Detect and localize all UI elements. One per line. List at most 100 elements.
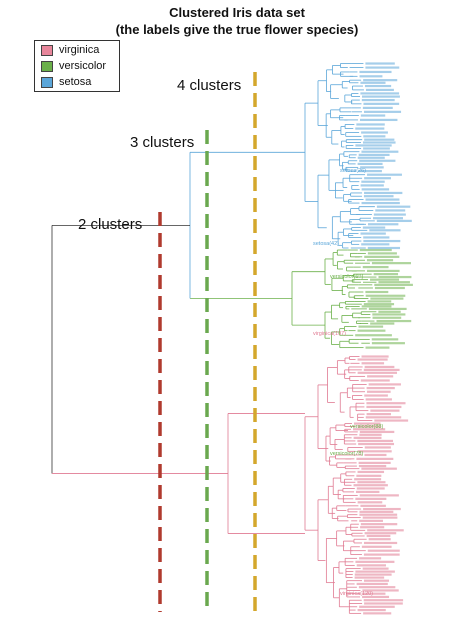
leaf-label-virginica-107: virginica(107) bbox=[313, 331, 346, 337]
leaf-label-mark bbox=[364, 138, 395, 141]
leaf-label-mark bbox=[370, 322, 395, 325]
cut-label-2-clusters: 2 clusters bbox=[78, 216, 143, 233]
leaf-label-mark bbox=[355, 144, 392, 147]
leaf-label-mark bbox=[363, 135, 386, 138]
legend-label-setosa: setosa bbox=[59, 76, 92, 88]
leaf-label-mark bbox=[367, 375, 394, 378]
leaf-label-mark bbox=[361, 592, 386, 595]
leaf-label-mark bbox=[363, 236, 390, 239]
leaf-label-mark bbox=[376, 219, 412, 223]
legend-swatch-setosa bbox=[41, 76, 53, 88]
chart-title: Clustered Iris data set (the labels give… bbox=[0, 4, 474, 38]
leaf-label-mark bbox=[362, 95, 400, 98]
leaf-label-mark bbox=[362, 516, 398, 519]
leaf-label-mark bbox=[370, 297, 404, 300]
leaf-label-mark bbox=[362, 567, 389, 570]
leaf-label-mark bbox=[365, 398, 392, 401]
leaf-label-mark bbox=[375, 209, 406, 212]
leaf-label-mark bbox=[373, 273, 399, 276]
title-line-1: Clustered Iris data set bbox=[169, 5, 305, 20]
leaf-label-mark bbox=[363, 239, 401, 243]
legend-label-virginica: virginica bbox=[59, 44, 100, 56]
leaf-label-mark bbox=[362, 265, 389, 269]
leaf-label-mark bbox=[366, 390, 391, 393]
leaf-label-mark bbox=[355, 334, 392, 337]
leaf-label-mark bbox=[361, 180, 385, 183]
leaf-label-mark bbox=[357, 608, 386, 612]
leaf-label-mark bbox=[356, 487, 385, 490]
leaf-label-mark bbox=[361, 243, 390, 246]
leaf-label-mark bbox=[364, 191, 403, 195]
leaf-label-mark bbox=[359, 118, 398, 122]
leaf-label-mark bbox=[354, 573, 392, 576]
leaf-label-mark bbox=[359, 75, 383, 78]
legend-swatch-versicolor bbox=[41, 60, 53, 72]
legend-item-virginica: virginica bbox=[41, 43, 119, 57]
leaf-label-mark bbox=[358, 325, 384, 328]
legend: virginica versicolor setosa bbox=[34, 40, 120, 92]
title-line-2: (the labels give the true flower species… bbox=[115, 22, 359, 37]
leaf-label-virginica-120: virginica(120) bbox=[340, 591, 373, 597]
leaf-label-mark bbox=[373, 213, 406, 216]
leaf-label-mark bbox=[363, 79, 398, 82]
leaf-label-mark bbox=[364, 532, 397, 535]
leaf-label-mark bbox=[359, 159, 396, 162]
legend-label-versicolor: versicolor bbox=[59, 60, 107, 72]
leaf-label-mark bbox=[367, 223, 399, 226]
leaf-label-mark bbox=[370, 278, 400, 281]
leaf-label-mark bbox=[364, 394, 388, 397]
leaf-label-mark bbox=[363, 599, 404, 602]
leaf-label-mark bbox=[359, 70, 392, 74]
legend-swatch-virginica bbox=[41, 44, 53, 56]
leaf-label-mark bbox=[372, 316, 402, 319]
leaf-label-mark bbox=[373, 217, 403, 220]
leaf-label-mark bbox=[359, 519, 383, 522]
leaf-label-mark bbox=[365, 416, 402, 419]
leaf-label-mark bbox=[376, 205, 411, 208]
leaf-label-mark bbox=[353, 428, 386, 431]
legend-item-versicolor: versicolor bbox=[41, 59, 119, 73]
leaf-label-mark bbox=[357, 156, 385, 159]
leaf-label-mark bbox=[366, 534, 391, 538]
leaf-label-mark bbox=[362, 106, 393, 109]
leaf-label-mark bbox=[363, 612, 392, 615]
leaf-label-mark bbox=[357, 358, 388, 361]
leaf-label-mark bbox=[368, 383, 401, 386]
leaf-label-mark bbox=[365, 346, 390, 349]
leaf-label-mark bbox=[361, 355, 389, 358]
leaf-label-mark bbox=[366, 402, 406, 405]
leaf-label-mark bbox=[356, 123, 385, 126]
leaf-label-mark bbox=[359, 494, 399, 497]
leaf-label-mark bbox=[360, 114, 386, 117]
leaf-label-mark bbox=[357, 425, 382, 428]
leaf-label-mark bbox=[362, 595, 390, 599]
leaf-label-versicolor-69: versicolor(69) bbox=[330, 274, 363, 280]
leaf-label-mark bbox=[358, 464, 387, 468]
leaf-label-mark bbox=[366, 386, 395, 390]
leaf-label-mark bbox=[363, 195, 394, 198]
leaf-label-mark bbox=[366, 413, 391, 416]
leaf-label-mark bbox=[366, 269, 400, 273]
leaf-label-mark bbox=[371, 338, 399, 341]
leaf-label-mark bbox=[364, 446, 391, 449]
leaf-label-mark bbox=[366, 405, 402, 409]
leaf-label-mark bbox=[355, 560, 395, 563]
leaf-label-setosa-42: setosa(42) bbox=[313, 241, 339, 247]
leaf-label-mark bbox=[354, 478, 382, 481]
leaf-label-mark bbox=[367, 300, 392, 303]
leaf-label-mark bbox=[355, 127, 385, 130]
leaf-label-mark bbox=[361, 362, 385, 365]
leaf-label-mark bbox=[363, 303, 395, 306]
leaf-label-mark bbox=[353, 436, 382, 439]
leaf-label-mark bbox=[365, 66, 400, 69]
leaf-label-mark bbox=[356, 490, 380, 494]
leaf-label-mark bbox=[366, 259, 394, 262]
leaf-label-mark bbox=[362, 141, 396, 144]
leaf-label-mark bbox=[363, 102, 400, 105]
leaf-label-mark bbox=[365, 198, 400, 201]
leaf-label-versicolor-78: versicolor(78) bbox=[330, 451, 363, 457]
leaf-label-mark bbox=[357, 329, 386, 332]
leaf-label-mark bbox=[357, 371, 398, 374]
leaf-label-mark bbox=[361, 305, 392, 308]
leaf-label-mark bbox=[361, 98, 395, 102]
